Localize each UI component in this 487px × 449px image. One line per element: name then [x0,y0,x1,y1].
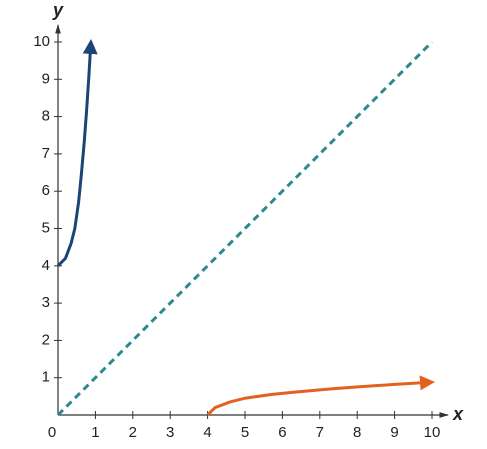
y-tick-label: 5 [42,219,50,236]
y-tick-label: 6 [42,182,50,199]
x-tick-label: 10 [424,424,441,441]
y-tick-label: 3 [42,294,50,311]
curve [56,40,434,417]
x-tick-label: 5 [241,424,249,441]
y-tick-label: 1 [42,369,50,386]
curve [56,39,98,267]
x-tick-label: 7 [316,424,324,441]
x-tick-label: 3 [166,424,174,441]
y-axis-label: y [52,0,64,20]
x-tick-label: 4 [203,424,211,441]
x-tick-label: 6 [278,424,286,441]
x-tick-label: 1 [91,424,99,441]
x-tick-label: 0 [48,424,56,441]
y-tick-label: 9 [42,70,50,87]
x-tick-label: 9 [390,424,398,441]
curve [206,375,435,417]
y-tick-label: 8 [42,108,50,125]
y-tick-label: 2 [42,331,50,348]
x-tick-label: 2 [129,424,137,441]
y-tick-label: 10 [33,33,50,50]
x-axis-label: x [452,404,464,424]
y-tick-label: 4 [42,257,50,274]
x-tick-label: 8 [353,424,361,441]
y-tick-label: 7 [42,145,50,162]
